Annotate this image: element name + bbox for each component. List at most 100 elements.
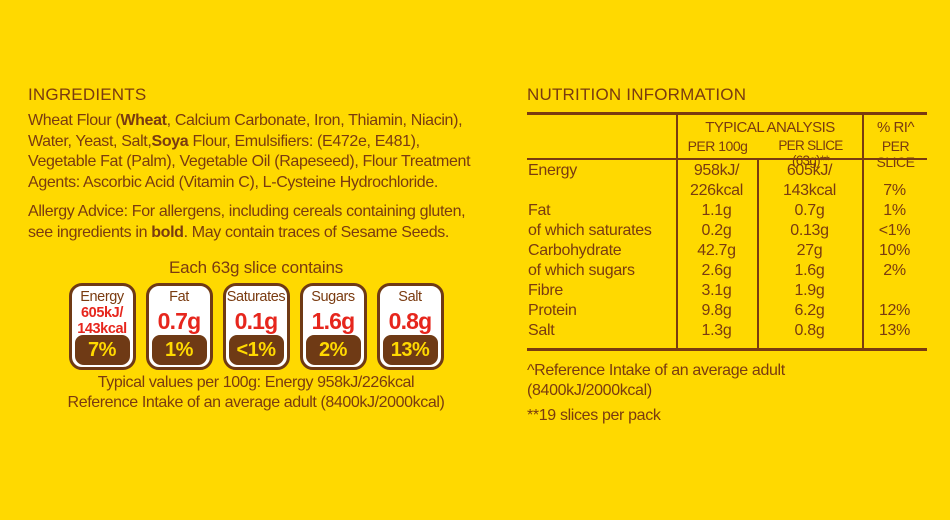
table-row: Fibre 3.1g 1.9g <box>527 281 927 301</box>
row-per-slice: 0.8g <box>794 322 825 339</box>
table-bottom-rule <box>527 348 927 351</box>
ingredients-line: Water, Yeast, Salt,Soya Flour, Emulsifie… <box>28 132 518 153</box>
badge-amount: 0.1g <box>234 307 279 334</box>
row-ri-percent: 1% <box>883 202 906 219</box>
nutrition-heading: NUTRITION INFORMATION <box>527 85 747 104</box>
badge-nutrient-name: Salt <box>398 289 422 305</box>
nutrition-table-body: Energy 958kJ/ 226kcal 605kJ/ 143kcal 7% Fat 1… <box>527 161 927 341</box>
reference-intake-footnote: ^Reference Intake of an average adult (8… <box>527 362 785 399</box>
table-row: of which sugars 2.6g 1.6g 2% <box>527 261 927 281</box>
row-ri-percent <box>862 281 927 301</box>
row-per-100g: 3.1g <box>701 282 732 299</box>
header-ri-line2: PER SLICE <box>876 138 915 170</box>
ingredients-paragraph: Allergy Advice: For allergens, including… <box>28 202 518 243</box>
ingredients-line: Allergy Advice: For allergens, including… <box>28 202 518 223</box>
ingredients-section: INGREDIENTS Wheat Flour (Wheat, Calcium … <box>28 85 518 243</box>
table-row: Carbohydrate 42.7g 27g 10% <box>527 241 927 261</box>
row-ri-percent: 10% <box>878 242 911 259</box>
slice-contains-panel: Each 63g slice contains Energy 605kJ/ 143… <box>36 258 476 412</box>
ingredients-paragraph: Wheat Flour (Wheat, Calcium Carbonate, I… <box>28 111 518 193</box>
badge-ri-percent: 1% <box>151 335 207 365</box>
row-ri-percent: 13% <box>878 322 911 339</box>
ingredients-line: see ingredients in bold. May contain tra… <box>28 223 518 244</box>
nutrient-badge: Salt 0.8g 13% <box>376 283 444 370</box>
row-per-slice: 605kJ/ 143kcal <box>782 162 837 199</box>
row-per-100g: 958kJ/ 226kcal <box>689 162 744 199</box>
table-row: Fat 1.1g 0.7g 1% <box>527 201 927 221</box>
header-typical-analysis: TYPICAL ANALYSIS <box>705 119 835 136</box>
traffic-light-badges: Energy 605kJ/ 143kcal 7% Fat 0.7g 1% Saturates… <box>36 283 476 370</box>
nutrient-badge: Sugars 1.6g 2% <box>299 283 367 370</box>
header-ri-line1: % RI^ <box>876 119 915 136</box>
table-top-rule <box>527 112 927 115</box>
row-per-slice: 1.6g <box>794 262 825 279</box>
badge-amount: 0.7g <box>157 307 202 334</box>
row-ri-percent: 7% <box>883 182 906 199</box>
ingredients-segment: , Calcium Carbonate, Iron, Thiamin, Niac… <box>166 112 463 129</box>
nutrient-badge: Fat 0.7g 1% <box>145 283 213 370</box>
row-label: Fibre <box>528 282 563 299</box>
ingredients-segment: Wheat Flour ( <box>28 112 121 129</box>
badge-nutrient-name: Saturates <box>226 289 286 305</box>
table-row: Energy 958kJ/ 226kcal 605kJ/ 143kcal 7% <box>527 161 927 201</box>
ingredients-line: Agents: Ascorbic Acid (Vitamin C), L-Cys… <box>28 173 518 194</box>
header-per-slice: PER SLICE (63g)** <box>778 138 843 168</box>
typical-values-footnote: Typical values per 100g: Energy 958kJ/22… <box>67 374 445 411</box>
header-per-100g: PER 100g <box>687 138 748 154</box>
row-ri-percent: <1% <box>878 222 911 239</box>
table-row: of which saturates 0.2g 0.13g <1% <box>527 221 927 241</box>
row-per-100g: 42.7g <box>697 242 736 259</box>
ingredients-segment: bold <box>151 223 184 241</box>
row-per-100g: 9.8g <box>701 302 732 319</box>
row-ri-percent: 12% <box>878 302 911 319</box>
row-per-100g: 1.3g <box>701 322 732 339</box>
row-label: Fat <box>528 202 551 219</box>
badge-nutrient-name: Energy <box>80 289 124 305</box>
ingredients-segment: Agents: Ascorbic Acid (Vitamin C), L-Cys… <box>28 173 438 191</box>
nutrition-section: NUTRITION INFORMATION TYPICAL ANALYSIS P… <box>527 85 927 426</box>
row-per-slice: 27g <box>796 242 823 259</box>
ingredients-segment: see ingredients in <box>28 223 152 241</box>
table-row: Salt 1.3g 0.8g 13% <box>527 321 927 341</box>
row-ri-percent: 2% <box>883 262 906 279</box>
badge-amount: 1.6g <box>311 307 356 334</box>
slice-panel-title: Each 63g slice contains <box>168 258 343 277</box>
row-per-slice: 6.2g <box>794 302 825 319</box>
slices-per-pack-footnote: **19 slices per pack <box>527 407 661 424</box>
row-per-slice: 0.7g <box>794 202 825 219</box>
ingredients-segment: . May contain traces of Sesame Seeds. <box>183 223 450 241</box>
table-divider-per100 <box>757 160 759 348</box>
row-label: of which sugars <box>528 262 635 279</box>
row-label: Energy <box>528 162 577 179</box>
row-per-100g: 1.1g <box>701 202 732 219</box>
row-per-slice: 0.13g <box>790 222 829 239</box>
nutrition-table: TYPICAL ANALYSIS PER 100g PER SLICE (63g… <box>527 112 927 351</box>
nutrient-badge: Saturates 0.1g <1% <box>222 283 290 370</box>
table-header-rule <box>527 158 927 160</box>
badge-amount: 605kJ/ 143kcal <box>77 305 127 337</box>
ingredients-heading: INGREDIENTS <box>28 85 147 104</box>
badge-ri-percent: <1% <box>228 335 284 365</box>
ingredients-segment: Water, Yeast, Salt, <box>28 132 152 150</box>
ingredients-segment: Flour, Emulsifiers: (E472e, E481), <box>188 132 420 150</box>
ingredients-text: Wheat Flour (Wheat, Calcium Carbonate, I… <box>28 111 518 243</box>
badge-ri-percent: 2% <box>305 335 361 365</box>
row-per-100g: 0.2g <box>701 222 732 239</box>
badge-nutrient-name: Fat <box>169 289 189 305</box>
row-label: Salt <box>528 322 555 339</box>
table-divider-labels <box>676 115 678 348</box>
badge-nutrient-name: Sugars <box>311 289 355 305</box>
row-label: of which saturates <box>528 222 652 239</box>
ingredients-segment: Wheat <box>120 112 167 129</box>
row-label: Protein <box>528 302 577 319</box>
badge-ri-percent: 7% <box>74 335 130 365</box>
badge-amount: 0.8g <box>388 307 433 334</box>
ingredients-segment: Vegetable Fat (Palm), Vegetable Oil (Rap… <box>28 153 471 170</box>
row-label: Carbohydrate <box>528 242 622 259</box>
row-per-100g: 2.6g <box>701 262 732 279</box>
nutrient-badge: Energy 605kJ/ 143kcal 7% <box>68 283 136 370</box>
ingredients-line: Wheat Flour (Wheat, Calcium Carbonate, I… <box>28 111 518 132</box>
ingredients-segment: Allergy Advice: For allergens, including… <box>28 203 466 220</box>
badge-ri-percent: 13% <box>382 335 438 365</box>
row-per-slice: 1.9g <box>794 282 825 299</box>
